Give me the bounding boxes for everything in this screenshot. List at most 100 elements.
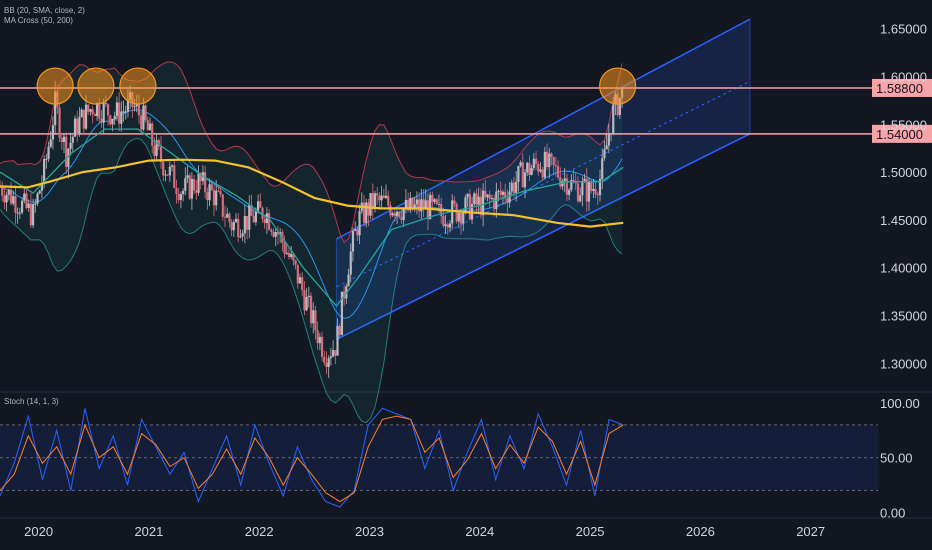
candle <box>45 158 48 160</box>
candle <box>285 252 288 254</box>
stoch-axis-tick: 0.00 <box>880 506 905 521</box>
candle <box>565 178 569 195</box>
candle <box>298 277 302 284</box>
candle <box>38 190 41 194</box>
candle <box>493 198 496 210</box>
candle <box>532 158 535 168</box>
candle <box>559 177 562 187</box>
stoch-indicator-label[interactable]: Stoch (14, 1, 3) <box>4 397 59 406</box>
candle <box>12 196 15 204</box>
candle <box>115 102 119 116</box>
candle <box>534 158 538 164</box>
candle <box>490 198 494 200</box>
candle <box>376 193 379 196</box>
candle <box>457 212 460 222</box>
candle <box>276 231 280 235</box>
highlight-circle <box>36 67 74 105</box>
highlight-circle <box>119 67 157 105</box>
candle <box>250 205 253 216</box>
candle <box>351 230 355 252</box>
price-axis-tick: 1.35000 <box>880 309 927 324</box>
candle <box>204 172 207 193</box>
candle <box>497 190 500 192</box>
candle <box>91 109 94 115</box>
candle <box>49 139 52 147</box>
candle <box>137 103 141 116</box>
candle <box>206 192 209 201</box>
candle <box>515 181 518 193</box>
candle <box>504 191 507 199</box>
candle <box>358 211 361 236</box>
candle <box>387 195 390 206</box>
candle <box>215 190 218 206</box>
candle <box>592 189 595 191</box>
candle <box>561 181 564 187</box>
candle <box>477 196 480 205</box>
candle <box>124 111 127 113</box>
candle <box>102 102 105 123</box>
candle <box>473 193 476 204</box>
candle <box>576 183 580 202</box>
candle <box>148 123 152 131</box>
candle <box>89 109 92 112</box>
candle <box>395 211 399 217</box>
bb-indicator-label[interactable]: BB (20, SMA, close, 2) <box>4 6 85 15</box>
candle <box>259 201 262 208</box>
candle <box>391 213 394 216</box>
candle <box>78 117 81 135</box>
candle <box>175 188 178 194</box>
candle <box>517 166 520 182</box>
candle <box>3 195 6 203</box>
candle <box>9 189 13 204</box>
candle <box>73 118 77 137</box>
candle <box>384 195 388 198</box>
candle <box>254 211 257 223</box>
ma200-line <box>0 158 624 228</box>
candle <box>393 213 396 217</box>
candle <box>106 104 110 116</box>
candle <box>27 203 30 209</box>
candle <box>596 194 599 196</box>
candle <box>234 218 238 223</box>
candle <box>82 109 85 129</box>
candle <box>501 191 505 195</box>
candle <box>245 215 249 230</box>
candle <box>87 104 90 112</box>
candle <box>415 199 419 205</box>
candle <box>170 165 174 167</box>
candle <box>307 295 310 298</box>
time-axis-tick: 2026 <box>686 524 715 539</box>
candle <box>62 136 66 143</box>
candle <box>479 196 482 216</box>
candle <box>261 207 264 219</box>
price-level-label: 1.58800 <box>876 81 923 96</box>
candle <box>354 229 357 231</box>
candle <box>309 295 313 324</box>
candle <box>539 169 542 172</box>
candle <box>424 200 427 209</box>
candle <box>367 202 370 216</box>
candle <box>173 165 176 189</box>
candle <box>232 222 235 231</box>
candle <box>212 189 216 206</box>
candle <box>190 179 194 199</box>
candle <box>590 181 593 191</box>
ma-cross-indicator-label[interactable]: MA Cross (50, 200) <box>4 16 73 25</box>
candle <box>466 193 469 198</box>
candle <box>274 231 277 237</box>
time-axis-tick: 2027 <box>796 524 825 539</box>
candle <box>36 193 39 204</box>
candle <box>444 224 447 227</box>
candle <box>135 103 138 107</box>
candle <box>314 310 317 331</box>
candle <box>548 153 551 168</box>
candle <box>530 167 533 175</box>
candle <box>177 193 180 200</box>
candle <box>523 172 527 188</box>
candle <box>23 193 26 201</box>
candle <box>263 218 266 224</box>
candle <box>541 169 544 178</box>
candle <box>29 203 32 226</box>
candle <box>373 193 377 209</box>
